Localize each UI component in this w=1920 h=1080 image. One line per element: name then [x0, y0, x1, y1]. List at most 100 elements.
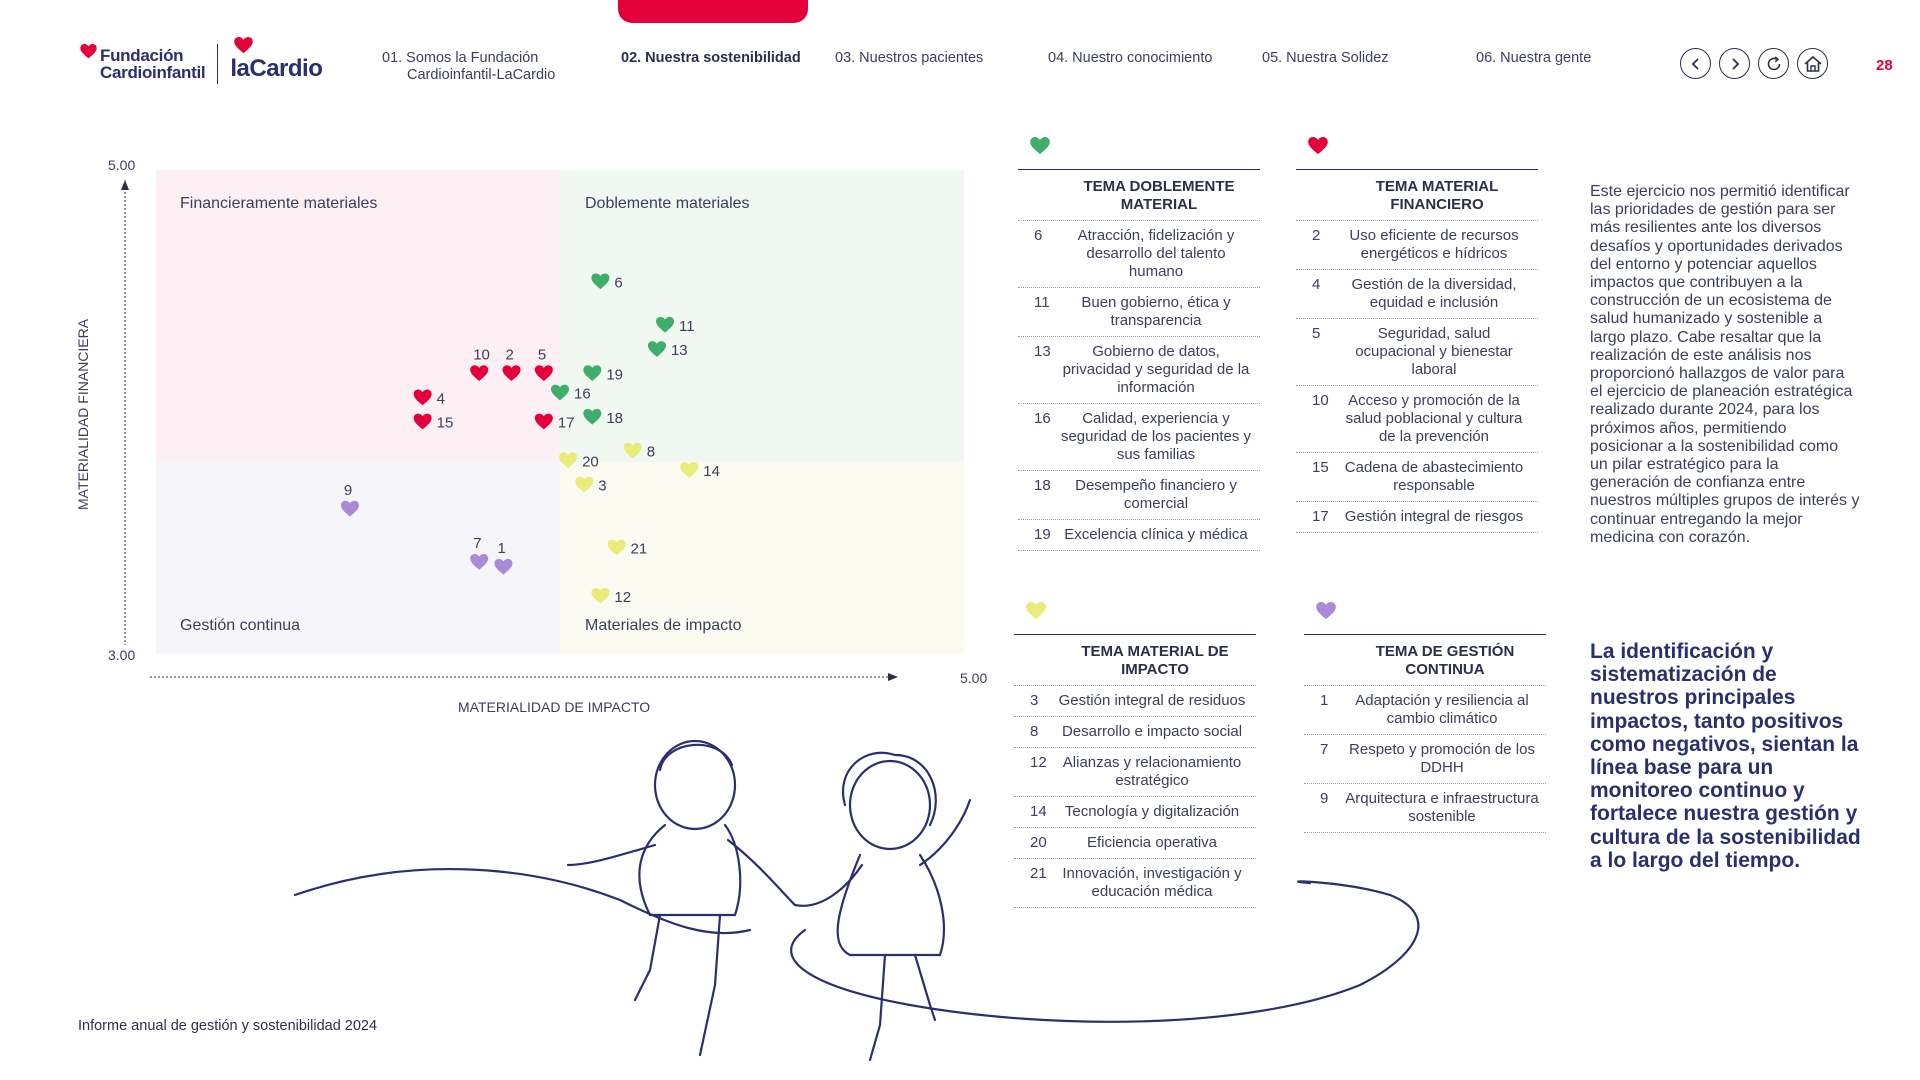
- row-number: 8: [1030, 723, 1039, 740]
- boy-head: [653, 739, 737, 831]
- row-topic: Seguridad, salud ocupacional y bienestar…: [1355, 325, 1513, 378]
- row-number: 19: [1034, 526, 1051, 543]
- row-topic: Tecnología y digitalización: [1064, 803, 1240, 820]
- refresh-button[interactable]: [1758, 48, 1789, 79]
- table-row: 21 Innovación, investigación y educación …: [1014, 859, 1256, 908]
- row-topic: Arquitectura e infraestructura sostenibl…: [1345, 790, 1539, 825]
- next-page-button[interactable]: [1719, 48, 1750, 79]
- row-number: 1: [1320, 692, 1329, 709]
- table-row: 1 Adaptación y resiliencia al cambio clim…: [1304, 686, 1546, 735]
- table-row: 3 Gestión integral de residuos: [1014, 686, 1256, 717]
- red-heart-icon: [1296, 137, 1538, 169]
- heart-marker: [470, 365, 489, 382]
- table-row: 14 Tecnología y digitalización: [1014, 797, 1256, 828]
- heart-icon: [234, 37, 254, 54]
- matrix-point-5: 5: [534, 346, 553, 382]
- row-topic: Gestión de la diversidad, equidad e incl…: [1351, 276, 1517, 311]
- matrix-point-18: 18: [583, 408, 623, 427]
- nav-item-01[interactable]: 01. Somos la Fundación Cardioinfantil-LaC…: [382, 50, 555, 84]
- logo-lacardio-text: laCardio: [230, 55, 323, 82]
- materiality-matrix: 5.00 3.00 5.00 MATERIALIDAD FINANCIERA M…: [70, 150, 990, 730]
- row-topic: Gestión integral de riesgos: [1344, 508, 1524, 525]
- refresh-icon: [1767, 55, 1780, 70]
- table-continua: TEMA DE GESTIÓN CONTINUA 1 Adaptación y r…: [1304, 602, 1546, 833]
- point-label: 4: [437, 390, 445, 407]
- point-label: 3: [598, 478, 606, 495]
- row-topic: Desempeño financiero y comercial: [1075, 477, 1237, 512]
- children-illustration: [293, 739, 1420, 1062]
- logo-divider: [217, 44, 219, 84]
- point-label: 2: [506, 346, 514, 363]
- nav-label: Somos la Fundación: [406, 50, 539, 66]
- row-number: 18: [1034, 477, 1051, 494]
- table-row: 2 Uso eficiente de recursos energéticos e…: [1296, 221, 1538, 270]
- nav-item-03[interactable]: 03. Nuestros pacientes: [835, 50, 983, 67]
- quadrant-label-double: Doblemente materiales: [585, 195, 750, 212]
- row-number: 13: [1034, 343, 1051, 360]
- matrix-point-7: 7: [470, 535, 489, 570]
- girl-dress: [836, 853, 946, 957]
- row-topic: Desarrollo e impacto social: [1061, 723, 1243, 740]
- row-number: 21: [1030, 865, 1047, 882]
- matrix-point-8: 8: [623, 442, 655, 461]
- row-topic: Gobierno de datos, privacidad y segurida…: [1062, 343, 1250, 396]
- logo[interactable]: Fundación Cardioinfantil laCardio: [80, 37, 323, 84]
- materiality-matrix-svg: 5.00 3.00 5.00 MATERIALIDAD FINANCIERA M…: [75, 157, 987, 715]
- table-row: 10 Acceso y promoción de la salud poblaci…: [1296, 386, 1538, 453]
- prev-page-button[interactable]: [1680, 48, 1711, 79]
- matrix-point-19: 19: [583, 365, 623, 383]
- home-button[interactable]: [1797, 48, 1828, 79]
- point-label: 5: [538, 346, 546, 363]
- table-row: 18 Desempeño financiero y comercial: [1018, 471, 1260, 520]
- row-topic: Calidad, experiencia y seguridad de los …: [1060, 410, 1252, 463]
- point-label: 12: [614, 589, 631, 606]
- nav-num: 06.: [1476, 50, 1497, 66]
- side-highlight: La identificación y sistematización de n…: [1590, 640, 1861, 872]
- nav-num: 02.: [621, 50, 642, 66]
- nav-num: 03.: [835, 50, 856, 66]
- row-topic: Buen gobierno, ética y transparencia: [1081, 294, 1231, 329]
- x-axis-label: MATERIALIDAD DE IMPACTO: [458, 699, 650, 715]
- matrix-point-14: 14: [680, 462, 720, 480]
- nav-label-2: Cardioinfantil-LaCardio: [407, 67, 556, 83]
- heart-marker: [575, 476, 594, 493]
- nav-item-05[interactable]: 05. Nuestra Solidez: [1262, 50, 1389, 67]
- nav-label: Nuestra Solidez: [1286, 50, 1389, 66]
- heart-marker: [551, 384, 569, 401]
- point-label: 1: [497, 540, 505, 557]
- matrix-point-16: 16: [551, 384, 591, 403]
- boy-body: [638, 823, 742, 917]
- nav-item-06[interactable]: 06. Nuestra gente: [1476, 50, 1591, 67]
- matrix-point-13: 13: [647, 341, 688, 359]
- table-row: 15 Cadena de abastecimiento responsable: [1296, 453, 1538, 502]
- matrix-point-9: 9: [340, 482, 359, 517]
- point-label: 9: [344, 482, 352, 499]
- page-number: 28: [1876, 57, 1893, 74]
- nav-item-04[interactable]: 04. Nuestro conocimiento: [1048, 50, 1212, 67]
- point-label: 8: [647, 444, 655, 461]
- active-section-indicator: [618, 0, 808, 23]
- y-axis-label: MATERIALIDAD FINANCIERA: [75, 318, 91, 510]
- heart-marker: [591, 273, 610, 290]
- table-row: 11 Buen gobierno, ética y transparencia: [1018, 288, 1260, 337]
- row-number: 5: [1312, 325, 1321, 342]
- point-label: 11: [679, 318, 695, 335]
- heart-marker: [534, 413, 553, 430]
- row-number: 17: [1312, 508, 1329, 525]
- quadrant-double: [560, 170, 964, 462]
- row-topic: Cadena de abastecimiento responsable: [1344, 459, 1524, 494]
- nav-num: 01.: [382, 50, 403, 66]
- heart-icon: [80, 44, 97, 59]
- table-row: 17 Gestión integral de riesgos: [1296, 502, 1538, 533]
- row-number: 2: [1312, 227, 1321, 244]
- row-number: 16: [1034, 410, 1051, 427]
- table-row: 20 Eficiencia operativa: [1014, 828, 1256, 859]
- heart-marker: [591, 587, 610, 604]
- quadrant-impact: [560, 462, 964, 654]
- nav-item-02[interactable]: 02. Nuestra sostenibilidad: [621, 50, 801, 67]
- heart-marker: [623, 442, 642, 459]
- swoosh-line-2: [790, 880, 1420, 1023]
- green-heart-icon: [1018, 137, 1260, 169]
- matrix-point-4: 4: [413, 389, 445, 407]
- purple-heart-icon: [1304, 602, 1546, 634]
